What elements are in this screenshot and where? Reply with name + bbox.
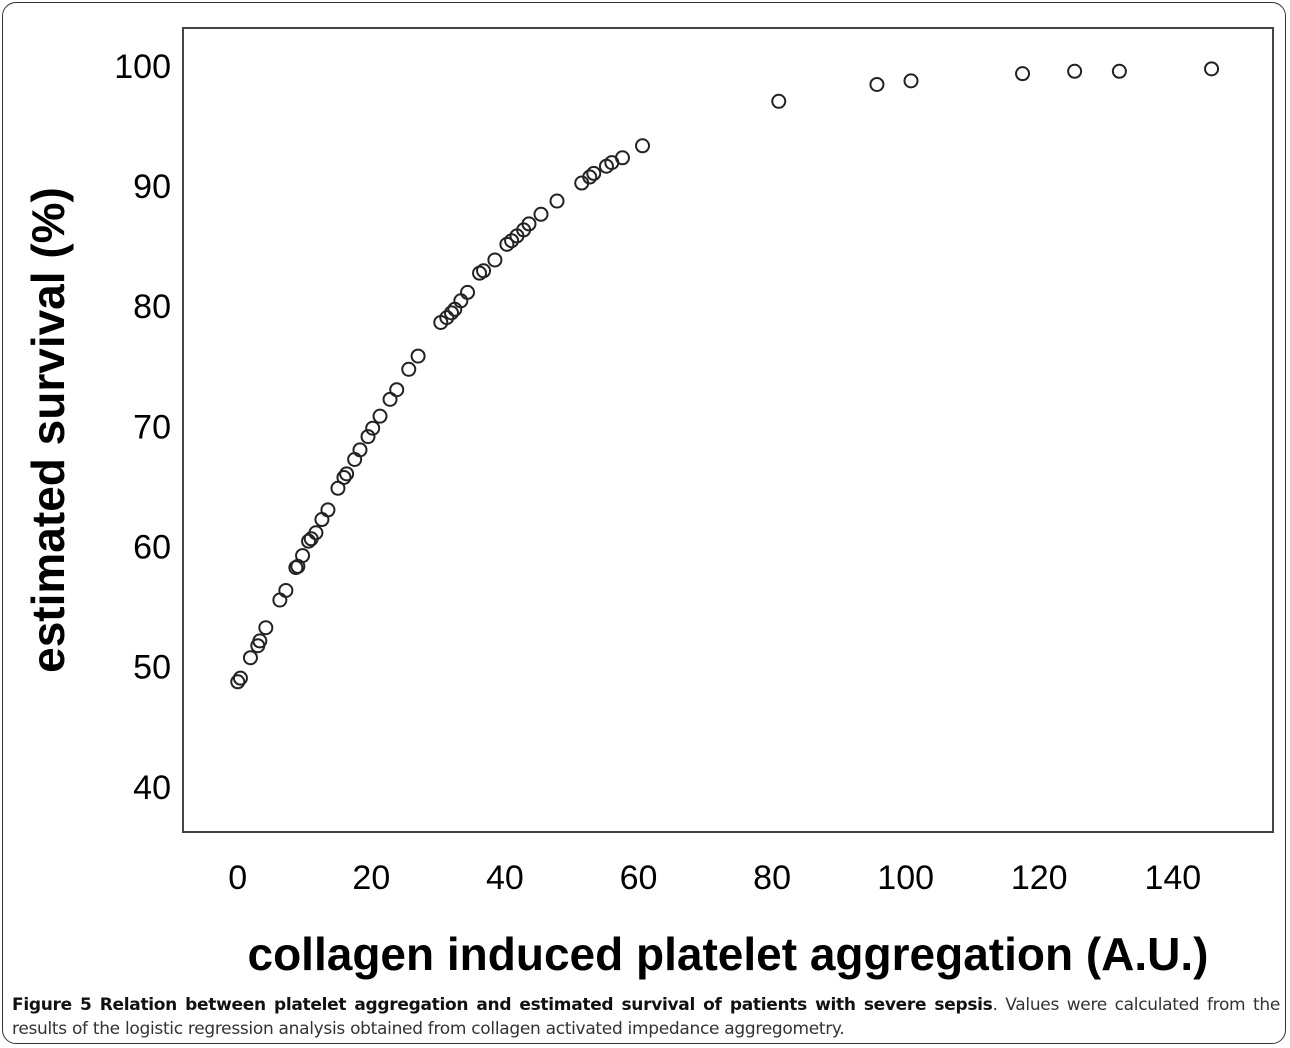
y-tick-label: 40 (133, 769, 171, 807)
point (320, 502, 336, 518)
x-tick-label: 100 (877, 859, 934, 897)
point (336, 469, 352, 485)
point (365, 420, 381, 436)
x-tick-label: 0 (228, 859, 247, 897)
point (1111, 63, 1127, 79)
point (232, 670, 248, 686)
point (1067, 63, 1083, 79)
x-tick-label: 140 (1144, 859, 1201, 897)
point (258, 620, 274, 636)
point (352, 442, 368, 458)
point (252, 633, 268, 649)
point (439, 310, 455, 326)
caption: Figure 5 Relation between platelet aggre… (12, 993, 1280, 1041)
x-axis-label: collagen induced platelet aggregation (A… (248, 928, 1209, 980)
point (1015, 66, 1031, 82)
point (295, 548, 311, 564)
y-tick-label: 70 (133, 408, 171, 446)
plot-frame (182, 27, 1274, 833)
point (521, 216, 537, 232)
point (487, 252, 503, 268)
point (1204, 61, 1220, 77)
point (460, 284, 476, 300)
x-tick-label: 20 (352, 859, 390, 897)
y-tick-label: 90 (133, 168, 171, 206)
point (549, 193, 565, 209)
point (278, 582, 294, 598)
point (903, 73, 919, 89)
point (410, 348, 426, 364)
y-axis-label: estimated survival (%) (22, 187, 74, 673)
point (301, 533, 317, 549)
chart: collagen induced platelet aggregation (A… (22, 27, 1274, 980)
point (360, 429, 376, 445)
point (614, 150, 630, 166)
point (533, 206, 549, 222)
x-tick-label: 80 (753, 859, 791, 897)
point (586, 165, 602, 181)
caption-text: . Values were calculated from the result… (12, 995, 1280, 1039)
y-tick-label: 100 (114, 48, 171, 86)
point (230, 674, 246, 690)
point (242, 650, 258, 666)
point (272, 592, 288, 608)
point (389, 382, 405, 398)
point (382, 391, 398, 407)
caption-bold: Figure 5 Relation between platelet aggre… (12, 995, 993, 1015)
y-tick-label: 80 (133, 288, 171, 326)
point (582, 169, 598, 185)
y-tick-label: 60 (133, 529, 171, 567)
point (308, 525, 324, 541)
point (476, 263, 492, 279)
point (635, 138, 651, 154)
point (401, 361, 417, 377)
point (499, 236, 515, 252)
point (339, 466, 355, 482)
point (443, 305, 459, 321)
point (771, 93, 787, 109)
point (869, 76, 885, 92)
x-tick-label: 60 (620, 859, 658, 897)
point (372, 408, 388, 424)
y-tick-label: 50 (133, 649, 171, 687)
x-tick-label: 120 (1011, 859, 1068, 897)
point (314, 512, 330, 528)
x-tick-label: 40 (486, 859, 524, 897)
